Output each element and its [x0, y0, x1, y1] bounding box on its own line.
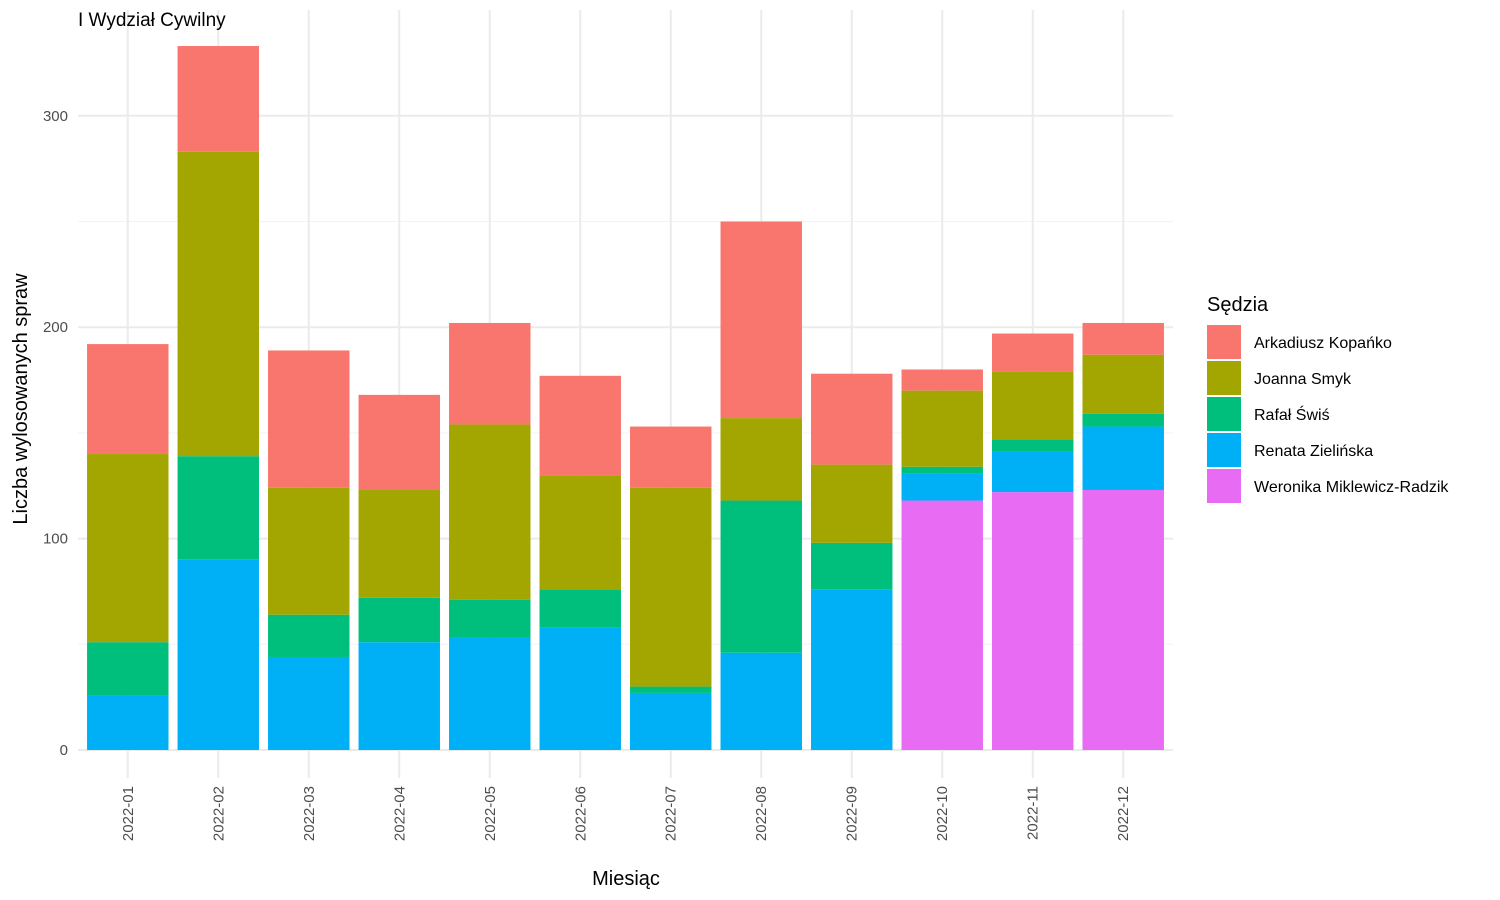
bar-segment	[992, 492, 1074, 750]
legend-item: Arkadiusz Kopańko	[1207, 325, 1392, 359]
bar-segment	[901, 369, 983, 391]
x-tick-label: 2022-03	[301, 786, 318, 841]
bar-segment	[87, 344, 169, 455]
bar-segment	[630, 686, 712, 693]
x-tick-label: 2022-05	[482, 786, 499, 841]
legend-item: Renata Zielińska	[1207, 433, 1373, 467]
bar-segment	[811, 542, 893, 590]
bar-segment	[630, 692, 712, 750]
bar-segment	[720, 221, 802, 419]
bar-segment	[992, 333, 1074, 372]
bar-segment	[630, 487, 712, 687]
bar-segment	[87, 642, 169, 696]
bar-segment	[268, 614, 350, 657]
x-tick-label: 2022-10	[934, 786, 951, 841]
bar-segment	[268, 656, 350, 750]
bar-segment	[177, 151, 259, 457]
bar-segment	[449, 424, 531, 600]
y-axis-title: Liczba wylosowanych spraw	[10, 273, 32, 525]
legend-items: Arkadiusz Kopańko Joanna Smyk Rafał Świś Re…	[1207, 325, 1449, 503]
y-tick-label: 0	[60, 742, 68, 759]
x-tick-label: 2022-01	[120, 786, 137, 841]
legend-item: Joanna Smyk	[1207, 361, 1352, 395]
bar-segment	[901, 500, 983, 750]
x-tick-label: 2022-02	[210, 786, 227, 841]
legend-title: Sędzia	[1207, 294, 1269, 316]
legend-item: Rafał Świś	[1207, 397, 1330, 431]
x-tick-label: 2022-09	[844, 786, 861, 841]
x-tick-label: 2022-11	[1025, 786, 1042, 840]
bar-segment	[177, 456, 259, 560]
y-tick-label: 100	[43, 531, 68, 548]
bar-segment	[992, 439, 1074, 452]
bar-segment	[811, 589, 893, 750]
bar-segment	[1082, 426, 1164, 490]
bar-segment	[449, 322, 531, 425]
bar-segment	[539, 375, 621, 476]
bar-segment	[992, 371, 1074, 440]
legend-key	[1207, 325, 1241, 359]
bar-segment	[539, 475, 621, 590]
legend-key	[1207, 433, 1241, 467]
bar-segment	[268, 487, 350, 615]
bar-segment	[449, 599, 531, 638]
bar-segment	[177, 559, 259, 750]
x-tick-label: 2022-12	[1115, 786, 1132, 841]
x-tick-label: 2022-07	[663, 786, 680, 841]
bar-segment	[177, 46, 259, 152]
bar-segment	[539, 627, 621, 750]
bar-segment	[358, 597, 440, 643]
bar-segment	[901, 390, 983, 467]
legend-label: Rafał Świś	[1254, 405, 1330, 424]
bar-segment	[1082, 413, 1164, 427]
bar-segment	[811, 373, 893, 465]
y-tick-label: 200	[43, 319, 68, 336]
bar-segment	[358, 489, 440, 598]
bar-segment	[449, 637, 531, 750]
x-tick-label: 2022-04	[391, 786, 408, 841]
y-tick-label: 300	[43, 108, 68, 125]
bar-segment	[992, 451, 1074, 493]
bar-segment	[539, 589, 621, 628]
bar-segment	[720, 418, 802, 501]
bar-segment	[87, 454, 169, 643]
bar-segment	[358, 642, 440, 750]
x-ticks-layer: 2022-01 2022-02 2022-03 2022-04 2022-05 2022-…	[120, 786, 1132, 841]
bar-segment	[268, 350, 350, 488]
x-tick-label: 2022-06	[572, 786, 589, 841]
x-axis-title: Miesiąc	[592, 868, 660, 890]
legend-key	[1207, 469, 1241, 503]
bar-segment	[720, 652, 802, 750]
bar-segment	[87, 695, 169, 750]
bar-segment	[1082, 322, 1164, 355]
bar-segment	[630, 426, 712, 488]
legend-key	[1207, 361, 1241, 395]
bar-segment	[901, 466, 983, 474]
y-ticks-layer: 0 100 200 300	[43, 108, 68, 759]
bar-segment	[358, 394, 440, 490]
legend-item: Weronika Miklewicz-Radzik	[1207, 469, 1449, 503]
bar-segment	[811, 464, 893, 543]
legend-key	[1207, 397, 1241, 431]
legend-label: Joanna Smyk	[1254, 371, 1352, 388]
chart-title: I Wydział Cywilny	[78, 10, 226, 31]
legend-label: Weronika Miklewicz-Radzik	[1254, 479, 1449, 496]
legend: Sędzia Arkadiusz Kopańko Joanna Smyk Rafał…	[1207, 294, 1449, 503]
legend-label: Renata Zielińska	[1254, 443, 1373, 460]
bar-segment	[901, 473, 983, 501]
legend-label: Arkadiusz Kopańko	[1254, 335, 1392, 352]
bar-segment	[720, 500, 802, 653]
bars-layer	[87, 46, 1164, 750]
x-tick-label: 2022-08	[753, 786, 770, 841]
bar-segment	[1082, 489, 1164, 750]
bar-segment	[1082, 354, 1164, 414]
